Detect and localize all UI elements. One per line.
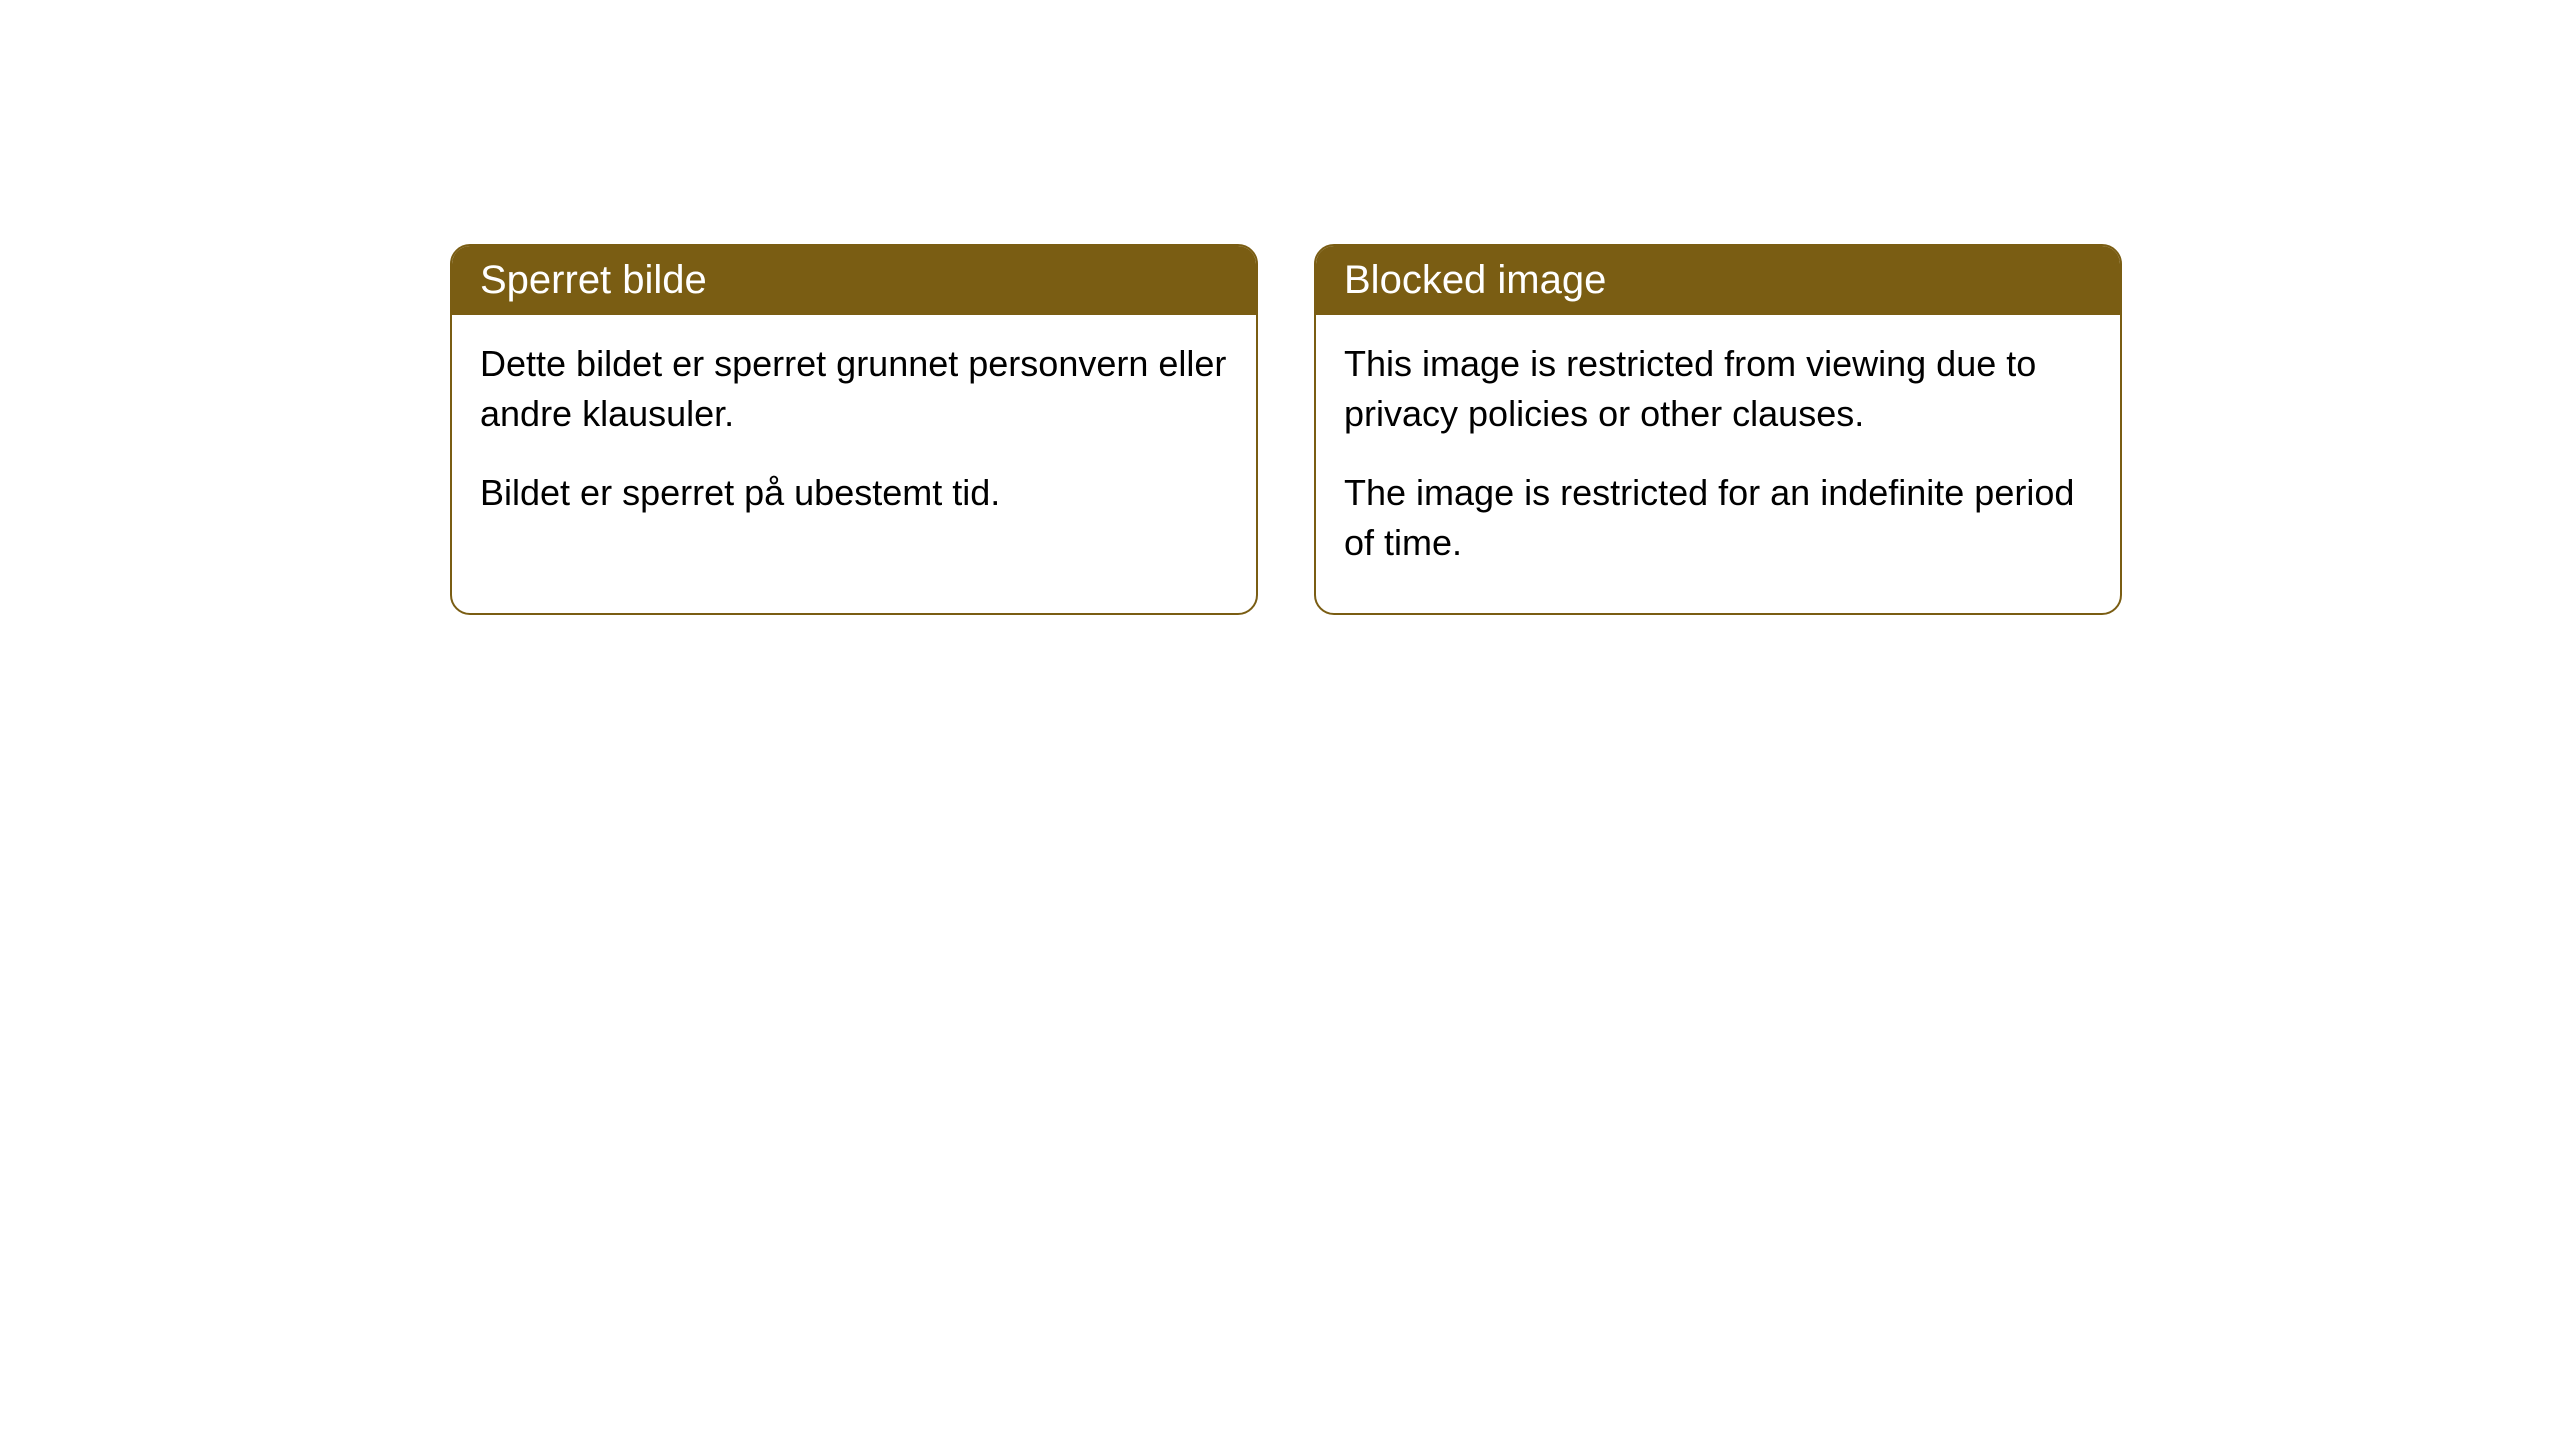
card-header: Sperret bilde: [452, 246, 1256, 315]
card-title: Sperret bilde: [480, 258, 707, 302]
notice-cards-container: Sperret bilde Dette bildet er sperret gr…: [450, 244, 2122, 615]
card-paragraph: Bildet er sperret på ubestemt tid.: [480, 468, 1228, 518]
card-paragraph: This image is restricted from viewing du…: [1344, 339, 2092, 440]
blocked-image-card-norwegian: Sperret bilde Dette bildet er sperret gr…: [450, 244, 1258, 615]
card-body: This image is restricted from viewing du…: [1316, 315, 2120, 613]
card-paragraph: The image is restricted for an indefinit…: [1344, 468, 2092, 569]
card-paragraph: Dette bildet er sperret grunnet personve…: [480, 339, 1228, 440]
card-header: Blocked image: [1316, 246, 2120, 315]
card-title: Blocked image: [1344, 258, 1606, 302]
blocked-image-card-english: Blocked image This image is restricted f…: [1314, 244, 2122, 615]
card-body: Dette bildet er sperret grunnet personve…: [452, 315, 1256, 562]
